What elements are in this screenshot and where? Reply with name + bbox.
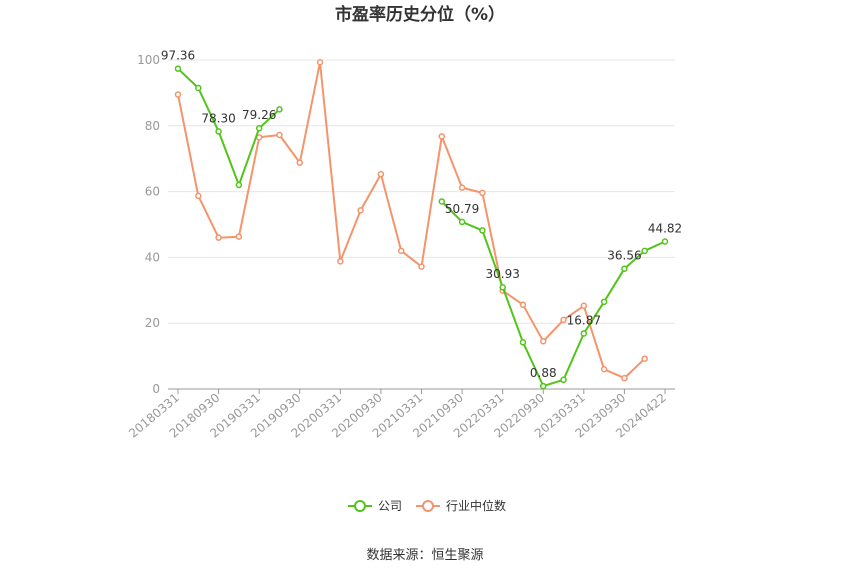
- chart-title: 市盈率历史分位（%）: [335, 4, 505, 25]
- data-label: 50.79: [445, 202, 479, 216]
- legend-marker: [422, 500, 434, 512]
- data-point: [580, 302, 588, 310]
- data-point: [540, 338, 547, 345]
- legend-label: 公司: [378, 499, 402, 513]
- data-point: [377, 170, 385, 178]
- data-point: [438, 133, 446, 140]
- series-line: [441, 200, 666, 388]
- data-point: [580, 330, 588, 337]
- data-point: [174, 65, 182, 72]
- data-point: [600, 298, 608, 306]
- data-point: [316, 59, 324, 66]
- data-label: 16.87: [567, 313, 601, 327]
- data-point: [641, 355, 648, 362]
- data-point: [276, 131, 283, 139]
- data-point: [499, 283, 506, 291]
- data-point: [357, 207, 364, 214]
- y-tick-label: 60: [145, 185, 160, 199]
- data-label: 78.30: [201, 111, 235, 125]
- data-label: 0.88: [530, 366, 557, 380]
- series-company: [174, 65, 669, 390]
- source-note: 数据来源：恒生聚源: [366, 548, 483, 563]
- y-tick-label: 80: [145, 119, 160, 133]
- data-point: [479, 189, 486, 197]
- y-tick-label: 20: [145, 316, 160, 330]
- data-label: 79.26: [242, 108, 276, 122]
- y-tick-label: 40: [145, 250, 160, 264]
- y-tick-label: 0: [152, 382, 160, 396]
- data-point: [479, 227, 486, 234]
- data-point: [519, 339, 527, 346]
- data-point: [641, 247, 648, 255]
- legend-item-industry-median[interactable]: 行业中位数: [416, 498, 506, 513]
- series-line: [177, 67, 281, 186]
- legend[interactable]: 公司 行业中位数: [348, 498, 506, 513]
- data-point: [458, 218, 466, 226]
- data-label: 97.36: [161, 49, 195, 63]
- series-line: [177, 61, 646, 380]
- data-point: [296, 159, 303, 166]
- data-label: 30.93: [485, 267, 519, 281]
- data-point: [519, 301, 527, 309]
- data-point: [560, 376, 567, 384]
- data-point: [195, 192, 202, 200]
- data-point: [540, 382, 547, 390]
- grid-layer: [168, 59, 675, 324]
- y-tick-label: 100: [137, 53, 160, 67]
- data-point: [397, 247, 405, 255]
- legend-label: 行业中位数: [446, 498, 506, 513]
- data-point: [600, 366, 608, 373]
- data-point: [661, 238, 669, 245]
- data-point: [174, 91, 182, 98]
- data-point: [438, 198, 446, 205]
- data-label: 36.56: [607, 249, 641, 263]
- data-point: [255, 124, 263, 132]
- legend-marker: [354, 500, 366, 512]
- data-point: [215, 128, 222, 135]
- data-point: [235, 233, 243, 240]
- data-point: [560, 316, 567, 324]
- series-industry-median: [174, 59, 648, 382]
- data-point: [621, 265, 628, 272]
- data-point: [337, 258, 344, 265]
- data-label-layer: 97.36 78.30 79.26 50.79 30.93 0.88 16.87 36.56 4…: [161, 49, 682, 380]
- series-layer: [174, 59, 669, 390]
- data-point: [276, 106, 283, 113]
- data-label: 44.82: [648, 222, 682, 236]
- data-point: [235, 181, 243, 189]
- data-point: [215, 234, 222, 241]
- legend-item-company[interactable]: 公司: [348, 499, 402, 513]
- data-point: [621, 374, 628, 382]
- data-point: [458, 184, 466, 191]
- data-point: [418, 263, 425, 270]
- data-point: [195, 84, 202, 92]
